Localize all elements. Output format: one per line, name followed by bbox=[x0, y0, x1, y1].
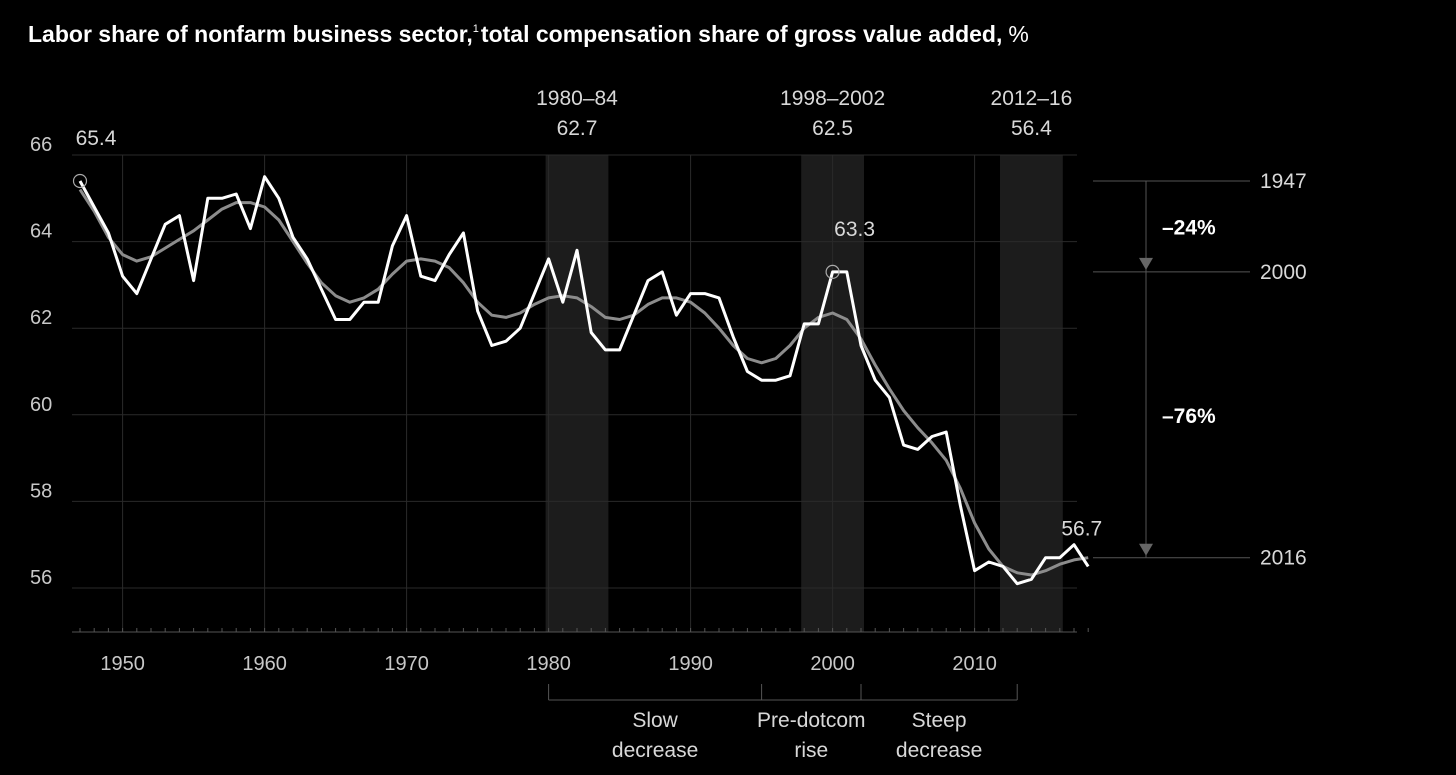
level-year-label: 2000 bbox=[1260, 261, 1307, 284]
point-value-label: 56.7 bbox=[1061, 518, 1102, 541]
phase-label-line1: Steep bbox=[912, 709, 967, 732]
x-tick-label: 2000 bbox=[810, 653, 855, 675]
chart-title-rest: total compensation share of gross value … bbox=[481, 21, 1002, 47]
point-marker bbox=[825, 264, 840, 280]
phase-brackets: Slow decrease Pre-dotcom rise Steep decrease bbox=[548, 684, 1018, 762]
y-tick-label: 56 bbox=[30, 567, 52, 589]
point-marker bbox=[72, 173, 88, 189]
x-tick-label: 1980 bbox=[526, 653, 571, 675]
series-line-smoothed bbox=[78, 188, 1089, 577]
shaded-period-value: 56.4 bbox=[1011, 117, 1052, 140]
shaded-period-value: 62.7 bbox=[557, 117, 598, 140]
y-tick-label: 58 bbox=[30, 480, 52, 502]
series-lines bbox=[78, 175, 1090, 586]
axes: 1950 1960 1970 1980 1990 2000 2010 66 64 62 60 58 56 bbox=[30, 134, 1089, 675]
phase-label-line2: rise bbox=[794, 739, 828, 762]
decline-breakdown: 1947 2000 2016 –24% –76% bbox=[1093, 170, 1307, 570]
x-tick-label: 1970 bbox=[384, 653, 429, 675]
chart-title: Labor share of nonfarm business sector,1… bbox=[28, 21, 1029, 47]
chart-title-footnote: 1 bbox=[473, 23, 479, 35]
point-value-label: 63.3 bbox=[834, 218, 875, 241]
breakdown-arrow bbox=[1139, 543, 1153, 556]
gridlines bbox=[72, 154, 1077, 632]
phase-label-line2: decrease bbox=[612, 739, 698, 762]
breakdown-percent: –76% bbox=[1162, 405, 1216, 428]
x-tick-label: 1950 bbox=[100, 653, 145, 675]
x-tick-label: 2010 bbox=[952, 653, 997, 675]
annotations: 1980–84 62.7 1998–2002 62.5 2012–16 56.4 65.4 6… bbox=[72, 87, 1102, 541]
y-tick-label: 66 bbox=[30, 134, 52, 156]
x-tick-label: 1990 bbox=[668, 653, 713, 675]
y-tick-label: 62 bbox=[30, 307, 52, 329]
breakdown-percent: –24% bbox=[1162, 216, 1216, 239]
shaded-period-band bbox=[1000, 155, 1063, 632]
breakdown-arrow bbox=[1139, 257, 1153, 270]
y-tick-label: 60 bbox=[30, 394, 52, 416]
x-tick-label: 1960 bbox=[242, 653, 287, 675]
shaded-period-label: 2012–16 bbox=[991, 87, 1073, 110]
shaded-periods bbox=[545, 155, 1063, 632]
phase-label-line1: Pre-dotcom bbox=[757, 709, 866, 732]
shaded-period-value: 62.5 bbox=[812, 117, 853, 140]
level-year-label: 2016 bbox=[1260, 547, 1307, 570]
phase-label-line1: Slow bbox=[632, 709, 678, 732]
chart-title-unit: % bbox=[1008, 21, 1028, 47]
shaded-period-label: 1980–84 bbox=[536, 87, 618, 110]
chart-title-main: Labor share of nonfarm business sector, bbox=[28, 21, 473, 47]
series-line-annual bbox=[78, 175, 1090, 586]
point-value-label: 65.4 bbox=[76, 127, 117, 150]
shaded-period-band bbox=[545, 155, 609, 632]
y-tick-label: 64 bbox=[30, 221, 52, 243]
phase-label-line2: decrease bbox=[896, 739, 982, 762]
level-year-label: 1947 bbox=[1260, 170, 1307, 193]
shaded-period-label: 1998–2002 bbox=[780, 87, 885, 110]
